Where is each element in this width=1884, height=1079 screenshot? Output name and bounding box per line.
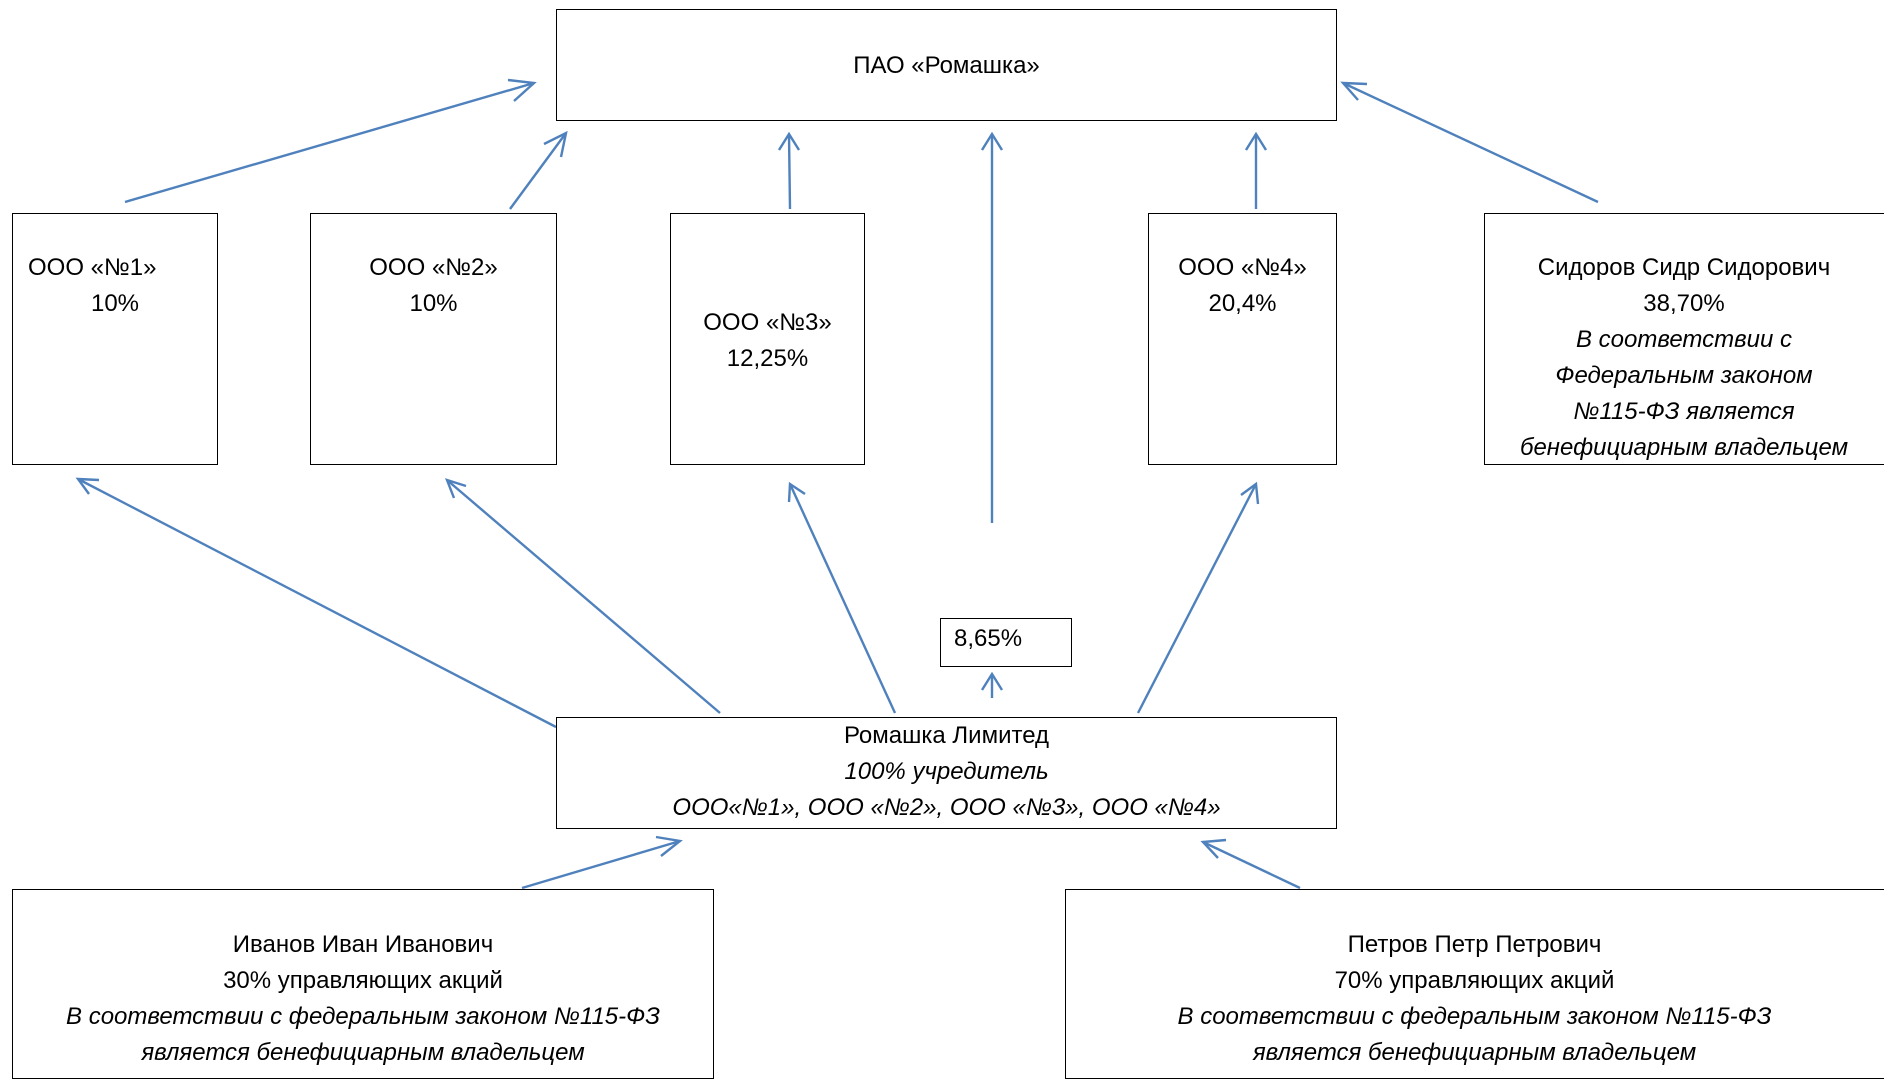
ooo2-box [310,213,557,465]
arrow-petrov-to-limited [1200,838,1301,890]
ooo1-box [12,213,218,465]
sidorov-note-line-1: В соответствии с [1575,326,1793,353]
arrow-limited-to-ooo4 [1136,481,1260,714]
petrov-share: 70% управляющих акций [1334,967,1615,994]
arrow-ooo3-to-pao [777,131,801,210]
arrow-limited-to-ooo2 [444,478,721,714]
ivanov-note-line-1: В соответствии с федеральным законом №11… [66,1003,660,1030]
arrow-ivanov-to-limited [521,835,683,890]
ooo4-box [1148,213,1337,465]
arrow-ooo2-to-pao [509,130,568,210]
petrov-name: Петров Петр Петрович [1347,931,1602,958]
pao-romashka-label: ПАО «Ромашка» [853,52,1040,79]
romashka-limited-role: 100% учредитель [844,758,1049,785]
arrow-ooo4-to-pao [1244,131,1268,209]
ooo4-name: ООО «№4» [1178,254,1307,281]
ooo3-share: 12,25% [726,345,809,372]
arrow-limited-to-direct-share [980,671,1004,698]
romashka-limited-name: Ромашка Лимитед [843,722,1050,749]
arrow-limited-to-ooo3 [787,481,897,714]
arrow-limited-direct-to-pao [980,131,1004,523]
petrov-note-line-1: В соответствии с федеральным законом №11… [1177,1003,1772,1030]
sidorov-note-line-4: бенефициарным владельцем [1519,434,1849,461]
arrow-ooo1-to-pao [124,78,537,204]
romashka-limited-box [556,717,1337,829]
arrow-sidorov-to-pao [1340,81,1599,204]
arrow-limited-to-ooo1 [75,477,557,729]
sidorov-share: 38,70% [1643,290,1725,317]
ooo1-share: 10% [90,290,140,317]
sidorov-note-line-2: Федеральным законом [1555,362,1813,389]
pao-romashka-box [556,9,1337,121]
ooo1-name: ООО «№1» [28,254,157,281]
ivanov-note-line-2: является бенефициарным владельцем [141,1039,585,1066]
direct-share-label: 8,65% [954,625,1023,652]
sidorov-note-line-3: №115-ФЗ является [1573,398,1795,425]
ooo3-box [670,213,865,465]
direct-share-box [940,618,1072,667]
ooo2-share: 10% [409,290,458,317]
romashka-limited-companies: ООО«№1», ООО «№2», ООО «№3», ООО «№4» [672,794,1221,821]
ooo2-name: ООО «№2» [369,254,498,281]
sidorov-name: Сидоров Сидр Сидорович [1537,254,1831,281]
ivanov-name: Иванов Иван Иванович [232,931,494,958]
sidorov-box [1484,213,1884,465]
ooo4-share: 20,4% [1208,290,1277,317]
ivanov-box [12,889,714,1079]
ooo3-name: ООО «№3» [703,309,832,336]
ivanov-share: 30% управляющих акций [223,967,503,994]
petrov-note-line-2: является бенефициарным владельцем [1252,1039,1697,1066]
